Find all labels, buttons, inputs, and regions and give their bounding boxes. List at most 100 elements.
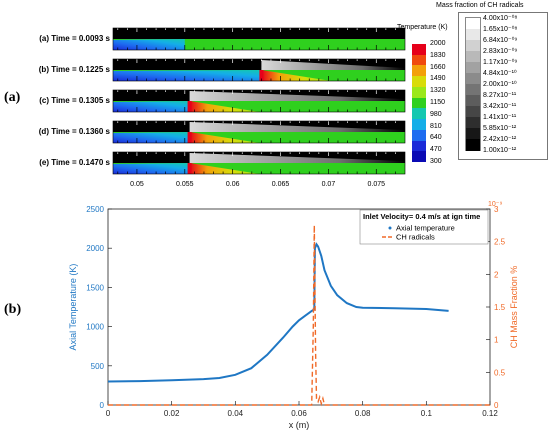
x-tick-label: 0.12: [482, 409, 498, 418]
ch-plume: [189, 122, 405, 132]
cold-region: [113, 132, 190, 143]
temperature-color-swatch: [412, 119, 426, 131]
flame-core: [259, 70, 264, 81]
y-tick-label: 0: [100, 401, 105, 410]
x-tick-label: 0.06: [291, 409, 307, 418]
ch-color-swatch: [466, 95, 480, 107]
cfd-strip: [112, 58, 406, 82]
ch-tick-label: 1.41x10⁻¹¹: [483, 114, 517, 121]
temperature-color-swatch: [412, 129, 426, 142]
ch-plume: [189, 153, 405, 163]
temperature-color-swatch: [412, 44, 426, 56]
ch-radicals-line: [108, 225, 490, 407]
strip-label: (d) Time = 0.1360 s: [38, 127, 110, 136]
y2-tick-label: 0.5: [494, 368, 506, 377]
temperature-legend-title: Temperature (K): [397, 24, 448, 31]
temperature-color-swatch: [412, 76, 426, 88]
ch-color-swatch: [466, 106, 480, 118]
axial-temperature-line: [107, 242, 449, 383]
strip-label: (b) Time = 0.1225 s: [38, 65, 110, 74]
cfd-strip: [112, 89, 406, 113]
ch-plume: [189, 91, 405, 101]
ch-tick-label: 3.42x10⁻¹¹: [483, 103, 517, 110]
strip-axis-tick-label: 0.07: [322, 181, 336, 188]
temperature-tick-label: 1830: [430, 51, 446, 59]
temperature-color-swatch: [412, 54, 426, 66]
temperature-tick-label: 1660: [430, 63, 446, 71]
ch-color-swatch: [466, 18, 480, 30]
flame-front: [189, 101, 260, 112]
strip-frame: [112, 27, 406, 51]
ch-plume: [261, 60, 405, 70]
strip-frame: [112, 89, 406, 113]
ch-colorbar: [465, 17, 481, 151]
cold-region: [113, 70, 262, 81]
ch-field: [113, 59, 405, 70]
flame-front: [189, 132, 260, 143]
cold-region: [113, 101, 190, 112]
ch-tick-label: 4.84x10⁻¹⁰: [483, 70, 517, 77]
temperature-field: [113, 163, 405, 174]
ch-color-swatch: [466, 40, 480, 52]
temperature-color-swatch: [412, 97, 426, 109]
temperature-colorbar: [412, 44, 426, 163]
cfd-strip: [112, 27, 406, 51]
flame-core: [187, 101, 192, 112]
strip-label: (c) Time = 0.1305 s: [39, 96, 110, 105]
ch-field: [113, 28, 405, 39]
strip-frame: [112, 120, 406, 144]
temperature-color-swatch: [412, 86, 426, 99]
ch-tick-label: 1.65x10⁻⁰⁸: [483, 26, 518, 33]
y2-tick-label: 0: [494, 401, 499, 410]
temperature-tick-label: 1320: [430, 87, 446, 95]
cfd-strips: 0.05 0.055 0.06 0.065 0.07 0.075: [112, 27, 406, 188]
ch-color-swatch: [466, 139, 480, 151]
x-tick-label: 0.02: [164, 409, 180, 418]
y2-tick-label: 2.5: [494, 238, 506, 247]
legend-temperature-label: Axial temperature: [396, 224, 455, 233]
y2-tick-label: 1.5: [494, 303, 506, 312]
ch-legend-title: Mass fraction of CH radicals: [436, 2, 524, 9]
temperature-tick-label: 470: [430, 146, 442, 154]
legend-title: Inlet Velocity= 0.4 m/s at ign time: [363, 212, 480, 221]
y-axis-label: Axial Temperature (K): [68, 264, 78, 351]
panel-b-label: (b): [4, 302, 22, 317]
cold-region: [113, 39, 185, 50]
ch-tick-label: 4.00x10⁻⁰⁸: [483, 15, 518, 22]
strip-frame: [112, 58, 406, 82]
y-tick-label: 1000: [86, 323, 104, 332]
temperature-tick-label: 1490: [430, 75, 446, 83]
ch-color-swatch: [466, 128, 480, 140]
strip-frame: [112, 151, 406, 175]
y2-tick-label: 1: [494, 336, 499, 345]
panel-a-label: (a): [4, 90, 21, 105]
ch-tick-label: 2.42x10⁻¹²: [483, 136, 517, 143]
flame-core: [187, 132, 192, 143]
ch-tick-label: 8.27x10⁻¹¹: [483, 92, 517, 99]
x-tick-label: 0.08: [355, 409, 371, 418]
legend-box: [359, 209, 489, 245]
temperature-field: [113, 101, 405, 112]
strip-axis-tick-label: 0.06: [226, 181, 240, 188]
ch-tick-label: 1.17x10⁻⁰⁹: [483, 59, 518, 66]
ch-tick-label: 1.00x10⁻¹²: [483, 147, 517, 154]
y-tick-label: 2000: [86, 244, 104, 253]
cfd-strip: [112, 120, 406, 144]
ch-tick-label: 2.83x10⁻⁰⁹: [483, 48, 518, 55]
ch-color-swatch: [466, 84, 480, 96]
legend-ch-label: CH radicals: [396, 233, 435, 242]
y2-exponent: 10⁻⁹: [488, 201, 502, 208]
temperature-tick-label: 640: [430, 134, 442, 142]
ch-color-swatch: [466, 73, 480, 85]
cfd-strip: [112, 151, 406, 175]
y2-tick-label: 2: [494, 270, 499, 279]
flame-front: [189, 163, 260, 174]
axial-profile-chart: 0 0.02 0.04 0.06 0.08 0.1 0.120500100015002000…: [68, 201, 519, 430]
y-tick-label: 500: [91, 362, 105, 371]
temperature-tick-label: 300: [430, 158, 442, 165]
strip-label: (e) Time = 0.1470 s: [39, 158, 110, 167]
ch-color-swatch: [466, 117, 480, 129]
temperature-color-swatch: [412, 108, 426, 120]
strip-axis-tick-label: 0.05: [130, 181, 144, 188]
temperature-tick-label: 2000: [430, 40, 446, 47]
